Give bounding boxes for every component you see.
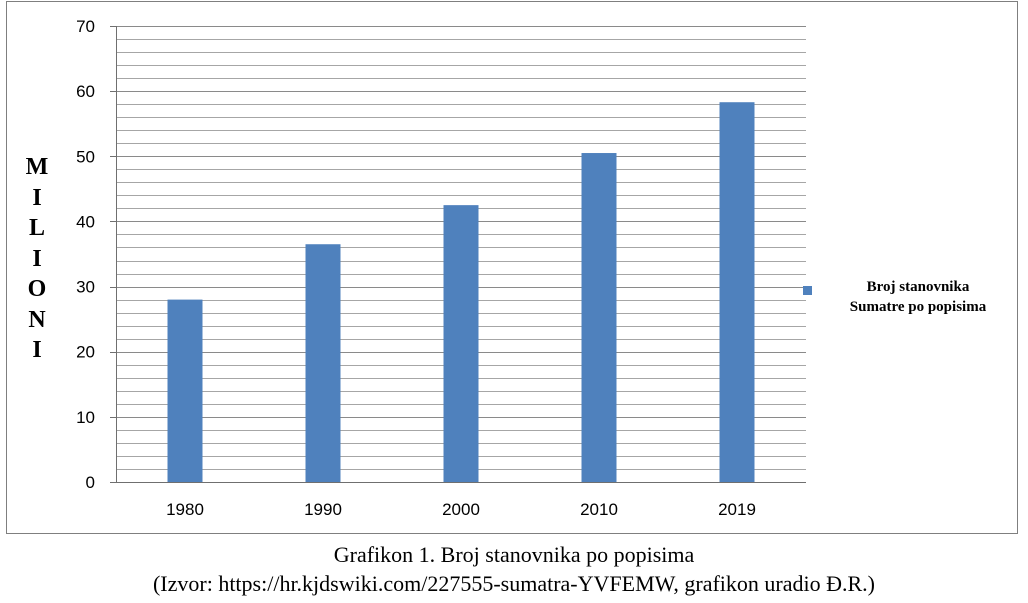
y-tick-label: 60 — [76, 82, 95, 101]
y-tick-label: 50 — [76, 147, 95, 166]
bars — [167, 102, 755, 483]
y-axis: 0 10 20 30 40 50 60 70 — [76, 17, 117, 492]
y-axis-label-letter: I — [32, 245, 42, 272]
y-axis-label-letter: O — [27, 276, 47, 302]
y-tick-label: 30 — [76, 278, 95, 297]
y-axis-label-letter: I — [32, 184, 42, 211]
y-tick-label: 70 — [76, 17, 95, 36]
y-tick-label: 0 — [86, 473, 95, 492]
y-tick-label: 40 — [76, 212, 95, 231]
bar-1990 — [305, 244, 341, 482]
x-tick-label: 2019 — [718, 500, 756, 519]
chart-caption: Grafikon 1. Broj stanovnika po popisima — [333, 542, 695, 567]
bar-2019 — [719, 102, 755, 483]
bar-2010 — [581, 153, 617, 482]
bar-2000 — [443, 205, 479, 482]
x-tick-label: 1990 — [304, 500, 342, 519]
legend-label: Broj stanovnika Sumatre po popisima — [823, 277, 1013, 317]
y-axis-label: M I L I O N I — [22, 152, 52, 366]
x-tick-label: 1980 — [166, 500, 204, 519]
y-axis-label-letter: M — [25, 154, 49, 180]
y-tick-label: 10 — [76, 408, 95, 427]
bar-1980 — [167, 299, 203, 482]
x-tick-label: 2010 — [580, 500, 618, 519]
legend-label-line2: Sumatre po popisima — [849, 299, 987, 315]
legend-swatch — [803, 286, 812, 295]
x-tick-label: 2000 — [442, 500, 480, 519]
legend-label-line1: Broj stanovnika — [866, 279, 970, 295]
y-tick-label: 20 — [76, 343, 95, 362]
bar-chart: 0 10 20 30 40 50 60 70 1980 1990 2000 2010 2019 — [76, 17, 806, 519]
chart-source: (Izvor: https://hr.kjdswiki.com/227555-s… — [152, 571, 876, 596]
y-axis-label-letter: L — [28, 215, 45, 241]
y-axis-label-letter: N — [28, 306, 46, 333]
x-axis: 1980 1990 2000 2010 2019 — [116, 482, 806, 519]
legend: Broj stanovnika Sumatre po popisima — [803, 277, 1013, 321]
y-axis-label-letter: I — [32, 337, 42, 363]
